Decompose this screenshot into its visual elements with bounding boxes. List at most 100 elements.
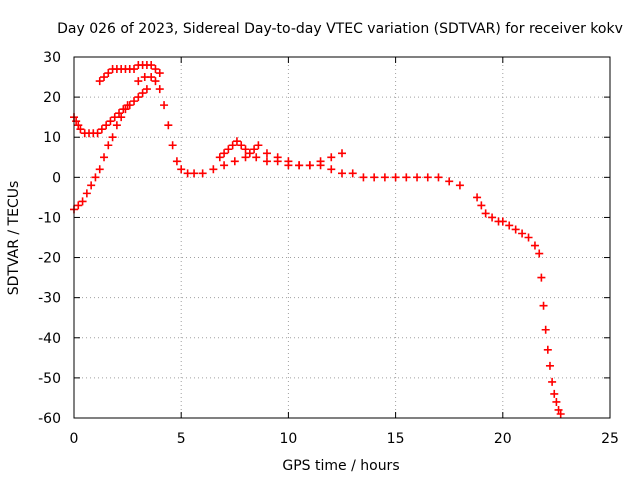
- data-point: [74, 121, 83, 130]
- data-point: [164, 121, 173, 130]
- data-point: [241, 145, 250, 154]
- data-point: [119, 105, 128, 114]
- data-point: [370, 173, 379, 182]
- x-tick-label: 25: [601, 431, 619, 447]
- data-point: [473, 193, 482, 202]
- series-arc-left: [70, 101, 132, 138]
- data-point: [134, 93, 143, 102]
- data-point: [147, 73, 156, 82]
- data-point: [537, 273, 546, 282]
- data-point: [455, 181, 464, 190]
- data-point: [215, 153, 224, 162]
- data-point: [359, 173, 368, 182]
- data-point: [245, 149, 254, 158]
- plot-frame: [73, 56, 611, 419]
- x-tick-label: 15: [387, 431, 405, 447]
- data-point: [539, 301, 548, 310]
- data-point: [108, 133, 117, 142]
- data-point: [168, 141, 177, 150]
- data-point: [498, 217, 507, 226]
- data-point: [530, 241, 539, 250]
- data-points: [70, 61, 565, 418]
- data-point: [402, 173, 411, 182]
- data-point: [97, 125, 106, 134]
- data-point: [284, 157, 293, 166]
- data-point: [295, 161, 304, 170]
- data-point: [545, 361, 554, 370]
- data-point: [273, 153, 282, 162]
- data-point: [241, 153, 250, 162]
- x-tick-label: 0: [70, 431, 79, 447]
- data-point: [134, 77, 143, 86]
- data-point: [338, 169, 346, 178]
- x-tick-label: 20: [494, 431, 512, 447]
- data-point: [104, 141, 113, 150]
- data-point: [543, 345, 552, 354]
- data-point: [155, 69, 164, 78]
- data-point: [511, 225, 520, 234]
- series-arc-main: [134, 73, 464, 190]
- y-tick-label: 10: [43, 130, 61, 146]
- data-point: [100, 73, 109, 82]
- data-point: [72, 117, 81, 126]
- data-point: [338, 149, 346, 158]
- y-tick-label: -40: [38, 331, 61, 347]
- data-point: [87, 181, 96, 190]
- data-point: [524, 233, 533, 242]
- y-tick-label: -50: [38, 371, 61, 387]
- y-axis-label: SDTVAR / TECUs: [6, 181, 22, 296]
- data-point: [423, 173, 432, 182]
- data-point: [505, 221, 514, 230]
- data-point: [262, 157, 271, 166]
- data-point: [220, 161, 229, 170]
- y-tick-label: 0: [52, 170, 61, 186]
- data-point: [95, 165, 104, 174]
- data-point: [434, 173, 443, 182]
- data-point: [477, 201, 486, 210]
- data-point: [160, 101, 169, 110]
- data-point: [262, 149, 271, 158]
- y-tick-label: 30: [43, 50, 61, 66]
- data-point: [78, 197, 87, 206]
- data-point: [228, 141, 237, 150]
- data-point: [93, 129, 102, 138]
- data-point: [76, 125, 85, 134]
- data-point: [391, 173, 400, 182]
- data-point: [535, 249, 544, 258]
- data-point: [155, 85, 164, 94]
- data-point: [316, 157, 325, 166]
- data-point: [198, 169, 207, 178]
- data-point: [305, 161, 314, 170]
- data-point: [327, 153, 336, 162]
- data-point: [106, 117, 115, 126]
- data-point: [252, 153, 261, 162]
- y-tick-label: -60: [38, 411, 61, 427]
- data-point: [130, 97, 139, 106]
- data-point: [95, 77, 104, 86]
- x-tick-label: 10: [279, 431, 297, 447]
- data-point: [190, 169, 199, 178]
- data-point: [147, 61, 156, 70]
- chart-title: Day 026 of 2023, Sidereal Day-to-day VTE…: [57, 21, 623, 37]
- data-point: [100, 153, 109, 162]
- data-point: [138, 89, 147, 98]
- data-point: [91, 173, 100, 182]
- data-point: [556, 409, 565, 418]
- data-point: [348, 169, 357, 178]
- data-point: [380, 173, 389, 182]
- data-point: [481, 209, 490, 218]
- data-point: [413, 173, 422, 182]
- data-point: [112, 121, 121, 130]
- data-point: [220, 149, 229, 158]
- data-point: [224, 145, 233, 154]
- data-point: [151, 77, 160, 86]
- data-point: [177, 165, 186, 174]
- data-point: [250, 145, 259, 154]
- data-point: [554, 405, 563, 414]
- x-tick-label: 5: [177, 431, 186, 447]
- data-point: [552, 397, 561, 406]
- data-point: [237, 141, 246, 150]
- y-tick-label: -20: [38, 251, 61, 267]
